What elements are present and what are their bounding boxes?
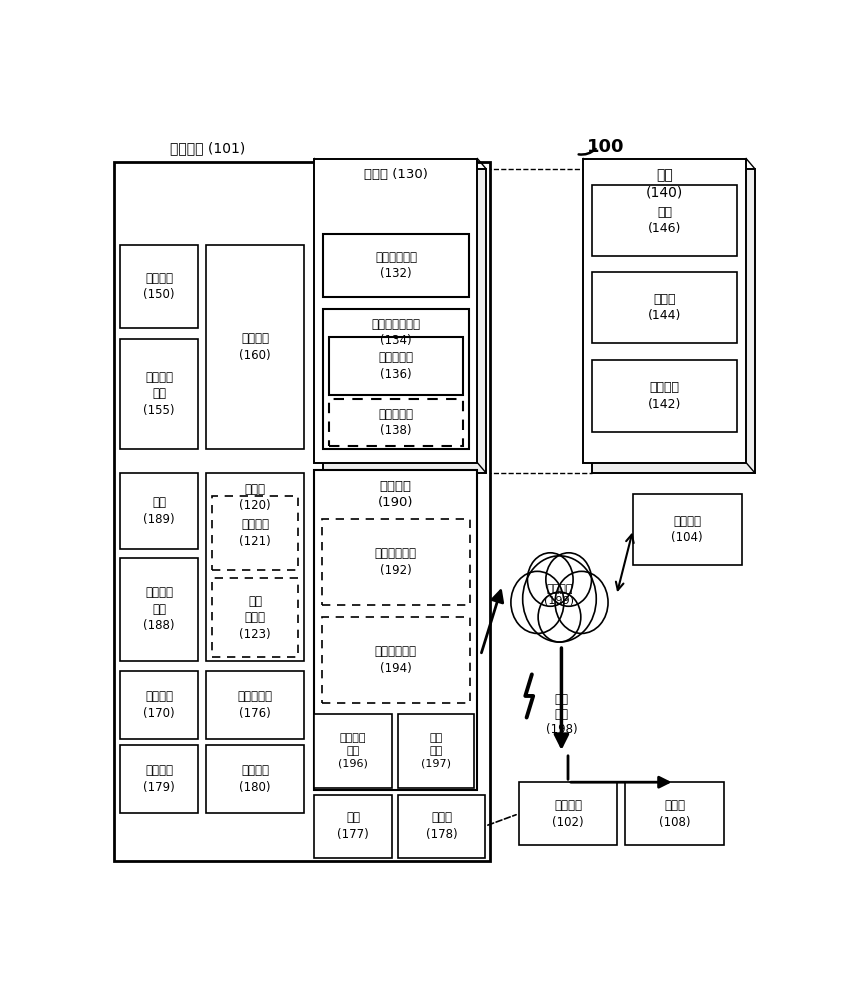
- Circle shape: [538, 592, 581, 642]
- Text: 中间件
(144): 中间件 (144): [648, 293, 681, 322]
- Text: 电力管理
模块
(188): 电力管理 模块 (188): [143, 586, 175, 632]
- Text: 应用
(146): 应用 (146): [648, 206, 681, 235]
- Text: 处理器
(120): 处理器 (120): [239, 483, 271, 512]
- Text: 100: 100: [587, 138, 624, 156]
- Text: 服务器
(108): 服务器 (108): [659, 799, 690, 829]
- FancyBboxPatch shape: [315, 795, 392, 858]
- FancyBboxPatch shape: [592, 185, 737, 256]
- FancyBboxPatch shape: [329, 399, 463, 446]
- Text: 音频模块
(170): 音频模块 (170): [143, 690, 175, 720]
- Text: 第二网络
(199): 第二网络 (199): [544, 584, 574, 606]
- Text: 用户识别
模块
(196): 用户识别 模块 (196): [338, 733, 368, 769]
- Circle shape: [555, 571, 608, 633]
- FancyBboxPatch shape: [120, 558, 198, 661]
- Circle shape: [527, 553, 573, 606]
- Text: 电子装置 (101): 电子装置 (101): [170, 141, 245, 155]
- Text: 输入装置
(150): 输入装置 (150): [143, 272, 175, 301]
- Text: 非易失性存储器
(134): 非易失性存储器 (134): [371, 318, 421, 347]
- Text: 易失性存储器
(132): 易失性存储器 (132): [375, 251, 417, 280]
- FancyBboxPatch shape: [592, 169, 755, 473]
- FancyBboxPatch shape: [592, 360, 737, 432]
- FancyBboxPatch shape: [120, 245, 198, 328]
- FancyBboxPatch shape: [583, 158, 746, 463]
- FancyBboxPatch shape: [206, 473, 304, 661]
- Text: 无线通信模块
(192): 无线通信模块 (192): [375, 547, 417, 577]
- Text: 天线
模块
(197): 天线 模块 (197): [421, 733, 451, 769]
- Text: 辅助
处理器
(123): 辅助 处理器 (123): [239, 595, 271, 641]
- FancyBboxPatch shape: [323, 309, 470, 449]
- FancyBboxPatch shape: [213, 496, 298, 570]
- FancyBboxPatch shape: [329, 337, 463, 395]
- FancyBboxPatch shape: [321, 519, 470, 605]
- FancyBboxPatch shape: [592, 272, 737, 343]
- Text: 传感器模块
(176): 传感器模块 (176): [237, 690, 273, 720]
- Circle shape: [522, 556, 596, 642]
- Text: 连接端
(178): 连接端 (178): [426, 811, 458, 841]
- FancyBboxPatch shape: [321, 617, 470, 703]
- FancyBboxPatch shape: [213, 578, 298, 657]
- Text: 相机模块
(180): 相机模块 (180): [239, 764, 271, 794]
- FancyBboxPatch shape: [120, 671, 198, 739]
- Text: 内部存储器
(136): 内部存储器 (136): [379, 351, 414, 381]
- FancyBboxPatch shape: [206, 745, 304, 813]
- FancyBboxPatch shape: [315, 470, 477, 790]
- Text: 电池
(189): 电池 (189): [143, 496, 175, 526]
- Text: 第一
网络
(198): 第一 网络 (198): [545, 693, 577, 736]
- FancyBboxPatch shape: [206, 245, 304, 449]
- Text: 触觉模块
(179): 触觉模块 (179): [143, 764, 175, 794]
- Text: 显示装置
(160): 显示装置 (160): [239, 332, 271, 362]
- Text: 电子装置
(104): 电子装置 (104): [672, 515, 703, 544]
- FancyBboxPatch shape: [519, 782, 617, 845]
- FancyBboxPatch shape: [399, 795, 485, 858]
- FancyBboxPatch shape: [315, 714, 392, 788]
- FancyBboxPatch shape: [633, 494, 741, 565]
- Circle shape: [510, 571, 564, 633]
- Text: 声音输出
装置
(155): 声音输出 装置 (155): [143, 371, 175, 417]
- FancyBboxPatch shape: [120, 339, 198, 449]
- FancyBboxPatch shape: [323, 234, 470, 297]
- Text: 电子装置
(102): 电子装置 (102): [552, 799, 583, 829]
- Text: 程序
(140): 程序 (140): [646, 168, 683, 200]
- Text: 通信模块
(190): 通信模块 (190): [378, 480, 414, 509]
- Text: 存储器 (130): 存储器 (130): [364, 168, 427, 181]
- Text: 操作系统
(142): 操作系统 (142): [648, 381, 681, 411]
- FancyBboxPatch shape: [120, 745, 198, 813]
- FancyBboxPatch shape: [315, 158, 477, 463]
- FancyBboxPatch shape: [323, 169, 486, 473]
- FancyBboxPatch shape: [399, 714, 474, 788]
- FancyBboxPatch shape: [625, 782, 724, 845]
- FancyBboxPatch shape: [206, 671, 304, 739]
- Text: 有线通信模块
(194): 有线通信模块 (194): [375, 645, 417, 675]
- FancyBboxPatch shape: [120, 473, 198, 549]
- FancyBboxPatch shape: [114, 162, 490, 861]
- Circle shape: [546, 553, 592, 606]
- Text: 接口
(177): 接口 (177): [338, 811, 369, 841]
- Text: 外部存储器
(138): 外部存储器 (138): [379, 408, 414, 437]
- Text: 主处理器
(121): 主处理器 (121): [239, 518, 271, 548]
